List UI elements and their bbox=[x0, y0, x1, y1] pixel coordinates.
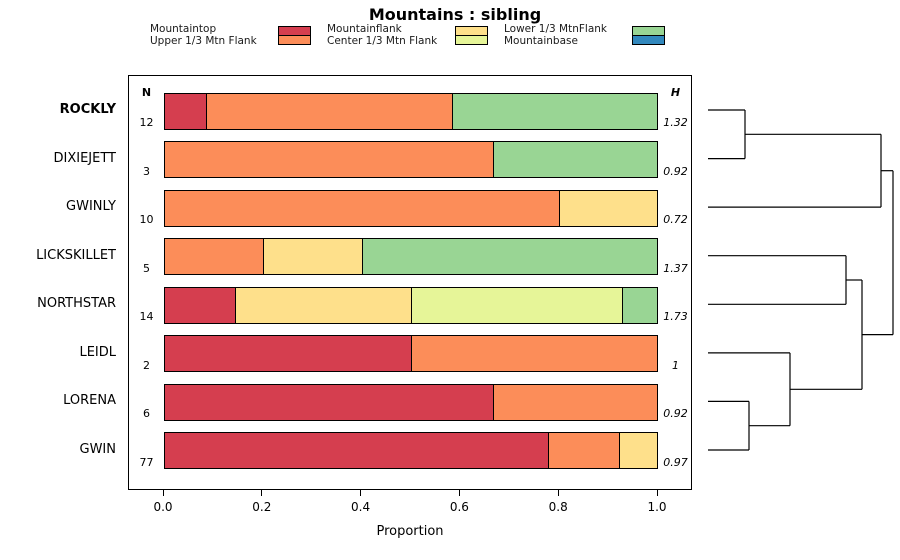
stacked-bar-gwinly bbox=[164, 189, 658, 227]
row-label-gwinly: GWINLY bbox=[66, 199, 116, 215]
chart-title: Mountains : sibling bbox=[368, 5, 542, 24]
bar-segment-mountaintop bbox=[165, 287, 236, 323]
n-value-rockly: 12 bbox=[139, 116, 154, 129]
bar-segment-upper-1-3-mtn-flank bbox=[165, 239, 264, 275]
legend-swatch-mountainbase bbox=[632, 34, 665, 45]
plot-area: N H 12 1.32 3 0.92 10 0.72 5 1.37 14 1.73 2 1 6 0.92 7… bbox=[128, 75, 692, 490]
bar-segment-upper-1-3-mtn-flank bbox=[205, 93, 452, 129]
stacked-bar-dixiejett bbox=[164, 141, 658, 179]
row-label-dixiejett: DIXIEJETT bbox=[53, 150, 117, 166]
x-tick-label: 0.8 bbox=[548, 500, 568, 514]
bar-segment-mountainflank bbox=[618, 433, 657, 469]
stacked-bar-rockly bbox=[164, 92, 658, 130]
h-value-gwinly: 0.72 bbox=[663, 213, 688, 227]
legend-swatch-center-1-3-mtn-flank bbox=[455, 34, 488, 45]
n-value-lickskillet: 5 bbox=[143, 261, 150, 275]
legend-column-1: Mountaintop Upper 1/3 Mtn Flank bbox=[150, 23, 311, 47]
legend-labels: Lower 1/3 MtnFlank Mountainbase bbox=[504, 23, 632, 47]
legend-column-3: Lower 1/3 MtnFlank Mountainbase bbox=[504, 23, 665, 47]
bar-segment-mountainflank bbox=[235, 287, 411, 323]
bar-segment-mountaintop bbox=[165, 93, 206, 129]
h-value-leidl: 1 bbox=[672, 358, 679, 372]
x-tick-mark bbox=[557, 490, 559, 496]
h-value-northstar: 1.73 bbox=[663, 310, 688, 324]
legend-label-lower-1-3-mtnflank: Lower 1/3 MtnFlank bbox=[504, 23, 607, 35]
stacked-bar-northstar bbox=[164, 286, 658, 324]
legend-label-mountainbase: Mountainbase bbox=[504, 35, 578, 47]
n-column-header: N bbox=[141, 86, 152, 99]
legend-label-center-1-3-mtn-flank: Center 1/3 Mtn Flank bbox=[327, 35, 438, 47]
x-tick-mark bbox=[656, 490, 658, 496]
x-tick-mark bbox=[261, 490, 263, 496]
bar-segment-mountaintop bbox=[165, 336, 411, 372]
n-value-gwin: 77 bbox=[139, 455, 154, 469]
row-labels: ROCKLY DIXIEJETT GWINLY LICKSKILLET NORTHSTA… bbox=[0, 75, 120, 490]
legend-label-mountainflank: Mountainflank bbox=[327, 23, 402, 35]
bar-segment-mountaintop bbox=[165, 433, 549, 469]
x-tick-mark bbox=[162, 490, 164, 496]
legend-column-2: Mountainflank Center 1/3 Mtn Flank bbox=[327, 23, 488, 47]
bar-segment-mountainflank bbox=[558, 190, 657, 226]
bar-segment-upper-1-3-mtn-flank bbox=[411, 336, 657, 372]
row-label-leidl: LEIDL bbox=[79, 344, 116, 360]
bar-segment-lower-1-3-mtnflank bbox=[622, 287, 657, 323]
legend-label-mountaintop: Mountaintop bbox=[150, 23, 217, 35]
h-value-rockly: 1.32 bbox=[663, 116, 688, 129]
x-tick-label: 0.0 bbox=[153, 500, 173, 514]
stacked-bar-lickskillet bbox=[164, 238, 658, 276]
h-value-lickskillet: 1.37 bbox=[663, 261, 688, 275]
legend: Mountaintop Upper 1/3 Mtn Flank Mountainfl… bbox=[150, 23, 665, 47]
legend-swatch-upper-1-3-mtn-flank bbox=[278, 34, 311, 45]
row-label-lorena: LORENA bbox=[63, 393, 116, 409]
bar-segment-lower-1-3-mtnflank bbox=[493, 142, 657, 178]
legend-swatches bbox=[632, 25, 665, 45]
x-tick-label: 0.2 bbox=[252, 500, 272, 514]
bar-segment-mountaintop bbox=[165, 384, 494, 420]
x-tick-label: 0.4 bbox=[351, 500, 371, 514]
n-value-dixiejett: 3 bbox=[143, 164, 150, 178]
h-value-dixiejett: 0.92 bbox=[663, 164, 688, 178]
x-axis-title: Proportion bbox=[376, 524, 444, 539]
n-value-lorena: 6 bbox=[143, 407, 150, 421]
bar-segment-lower-1-3-mtnflank bbox=[451, 93, 657, 129]
row-label-northstar: NORTHSTAR bbox=[37, 296, 116, 312]
x-tick-label: 1.0 bbox=[647, 500, 667, 514]
legend-labels: Mountaintop Upper 1/3 Mtn Flank bbox=[150, 23, 278, 47]
legend-swatches bbox=[278, 25, 311, 45]
legend-labels: Mountainflank Center 1/3 Mtn Flank bbox=[327, 23, 455, 47]
row-label-rockly: ROCKLY bbox=[59, 102, 116, 117]
legend-swatches bbox=[455, 25, 488, 45]
bar-segment-upper-1-3-mtn-flank bbox=[165, 142, 494, 178]
h-value-lorena: 0.92 bbox=[663, 407, 688, 421]
dendrogram bbox=[708, 109, 894, 451]
bar-segment-upper-1-3-mtn-flank bbox=[493, 384, 657, 420]
stacked-bar-gwin bbox=[164, 432, 658, 470]
h-column-header: H bbox=[670, 86, 681, 99]
bar-segment-lower-1-3-mtnflank bbox=[361, 239, 657, 275]
stacked-bar-lorena bbox=[164, 383, 658, 421]
bar-segment-mountainflank bbox=[263, 239, 362, 275]
bar-segment-upper-1-3-mtn-flank bbox=[165, 190, 559, 226]
stacked-bar-leidl bbox=[164, 335, 658, 373]
n-value-northstar: 14 bbox=[139, 310, 154, 324]
row-label-lickskillet: LICKSKILLET bbox=[36, 247, 116, 263]
row-label-gwin: GWIN bbox=[79, 441, 117, 457]
x-tick-label: 0.6 bbox=[449, 500, 469, 514]
bar-segment-center-1-3-mtn-flank bbox=[410, 287, 623, 323]
legend-label-upper-1-3-mtn-flank: Upper 1/3 Mtn Flank bbox=[150, 35, 257, 47]
x-tick-mark bbox=[458, 490, 460, 496]
bar-segment-upper-1-3-mtn-flank bbox=[548, 433, 619, 469]
n-value-leidl: 2 bbox=[143, 358, 150, 372]
x-tick-mark bbox=[360, 490, 362, 496]
h-value-gwin: 0.97 bbox=[663, 455, 688, 469]
n-value-gwinly: 10 bbox=[139, 213, 154, 227]
